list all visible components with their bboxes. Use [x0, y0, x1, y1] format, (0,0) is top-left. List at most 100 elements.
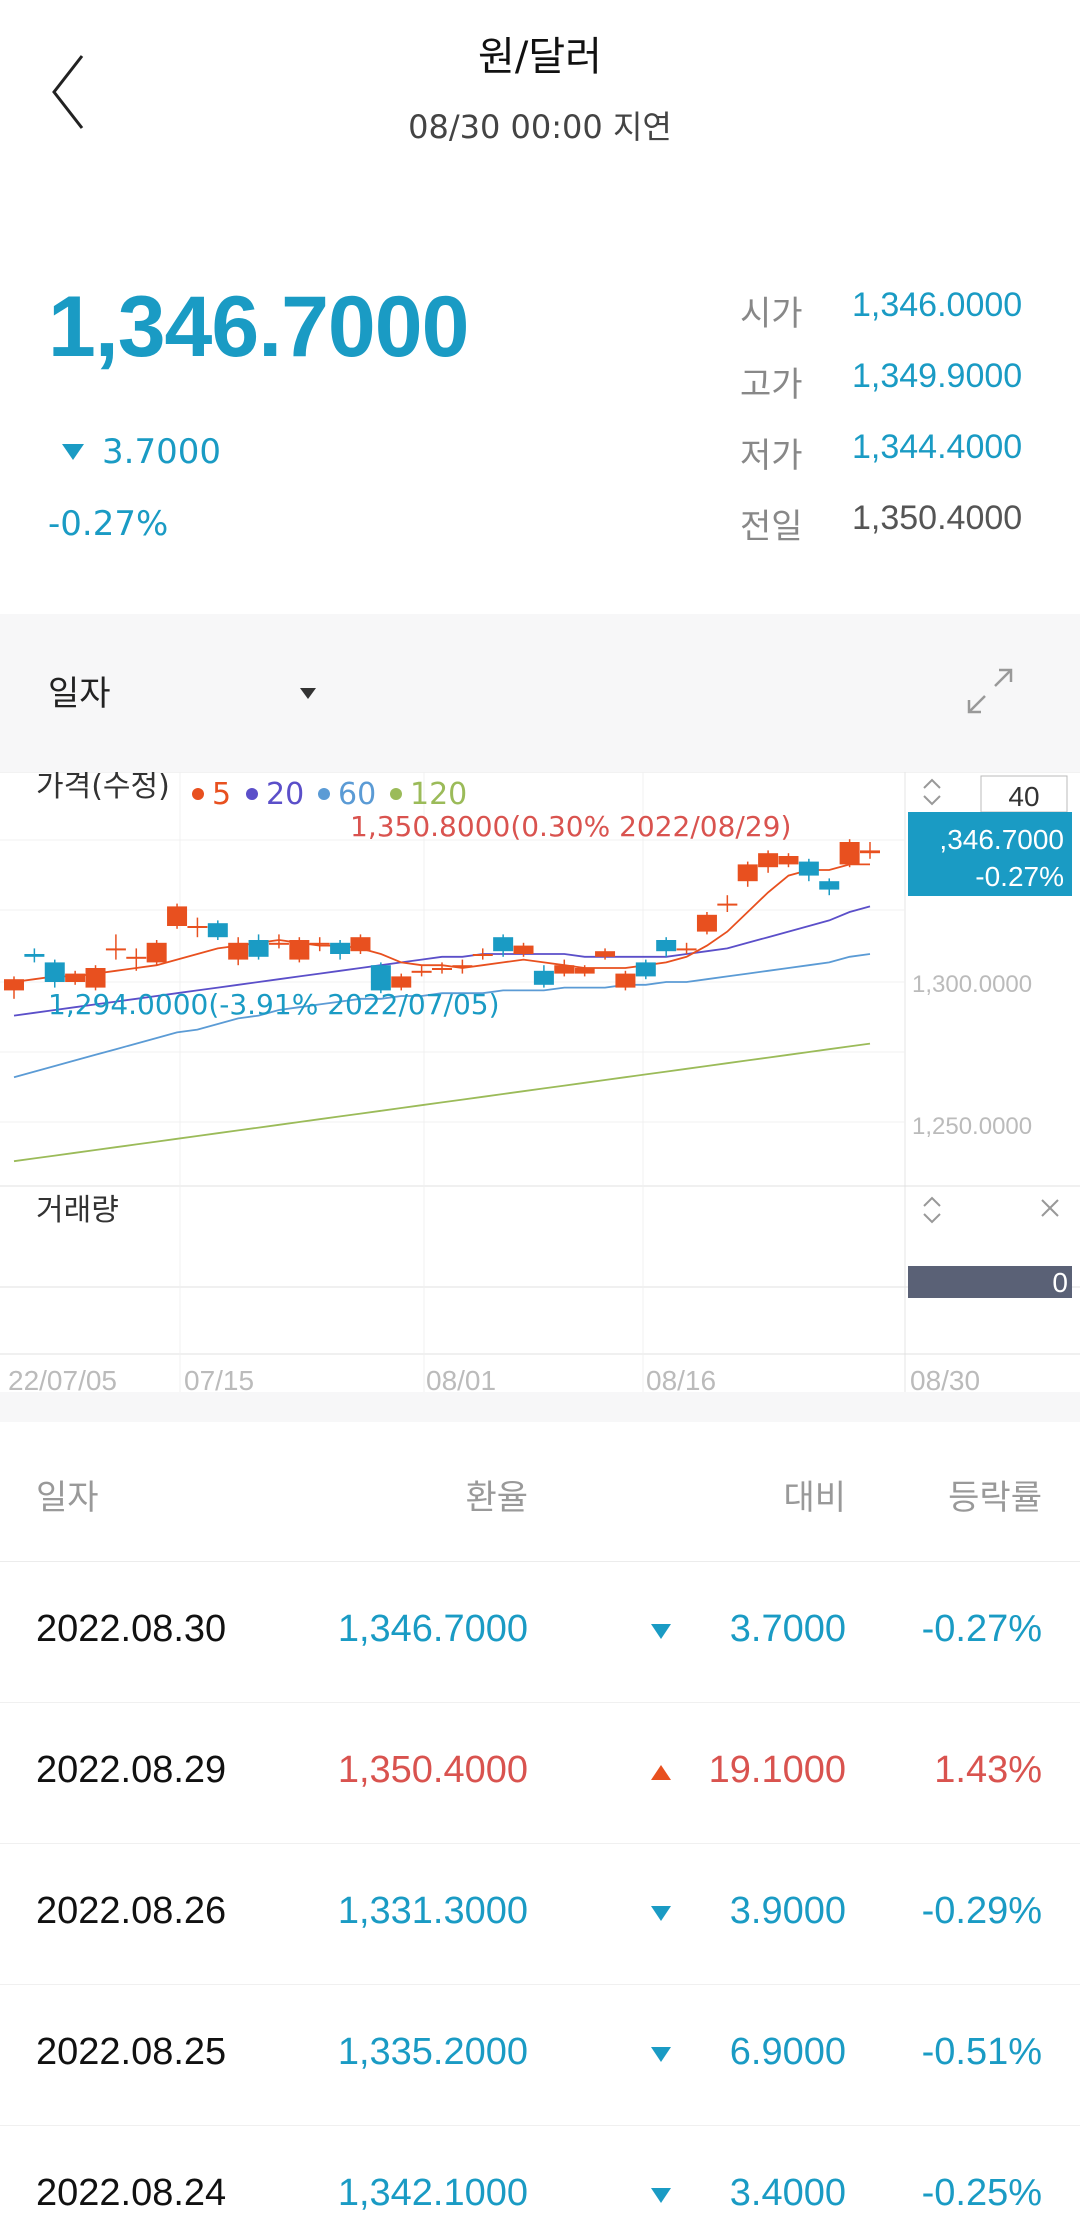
volume-value-box	[908, 1266, 1072, 1298]
down-triangle-icon	[651, 2047, 671, 2062]
candle-body	[370, 965, 391, 991]
candle-body	[452, 965, 473, 968]
ma60-label: 60	[338, 777, 376, 812]
row-date: 2022.08.26	[36, 1890, 227, 1932]
price-chart[interactable]: 가격(수정) 5 20 60 120 1,350.8000(0.30% 2022…	[0, 772, 1080, 1392]
row-diff: 3.4000	[729, 2172, 846, 2214]
col-rate: 환율	[465, 1478, 528, 1518]
row-diff: 6.9000	[729, 2031, 846, 2073]
x-tick: 22/07/05	[8, 1365, 117, 1392]
row-pct: 1.43%	[934, 1749, 1042, 1791]
ohlc-prev-close: 전일 1,350.4000	[740, 499, 1040, 570]
chevron-up-icon	[923, 778, 941, 789]
ma120-line	[13, 1042, 871, 1163]
table-header: 일자 환율 대비 등락률	[0, 1420, 1080, 1562]
ohlc-label: 저가	[740, 436, 803, 476]
expand-button[interactable]	[965, 666, 1015, 716]
chart-panel: 일자	[0, 614, 1080, 1422]
row-rate: 1,331.3000	[337, 1890, 528, 1932]
chart-scroll-up-down[interactable]	[923, 778, 941, 806]
candle-body	[24, 954, 45, 957]
ohlc-label: 전일	[740, 507, 803, 547]
chevron-down-icon	[923, 1213, 941, 1224]
back-button[interactable]	[40, 50, 100, 140]
table-row[interactable]: 2022.08.30 1,346.7000 3.7000 -0.27%	[0, 1562, 1080, 1703]
row-date: 2022.08.25	[36, 2031, 227, 2073]
candle-body	[554, 965, 575, 974]
ohlc-value: 1,344.4000	[852, 428, 1023, 466]
row-diff: 3.7000	[729, 1608, 846, 1650]
ohlc-low: 저가 1,344.4000	[740, 428, 1040, 499]
change-amount: 3.7000	[102, 432, 221, 472]
ohlc-high: 고가 1,349.9000	[740, 357, 1040, 428]
candle-body	[676, 948, 697, 951]
up-triangle-icon	[651, 1765, 671, 1780]
table-row[interactable]: 2022.08.24 1,342.1000 3.4000 -0.25%	[0, 2126, 1080, 2231]
candle-body	[391, 976, 412, 988]
candle-body	[4, 979, 24, 991]
row-date: 2022.08.30	[36, 1608, 227, 1650]
down-triangle-icon	[651, 1906, 671, 1921]
candle-body	[819, 881, 840, 890]
candle-body	[146, 942, 167, 963]
col-diff: 대비	[783, 1478, 846, 1518]
ma5-dot	[192, 788, 204, 800]
candle-body	[798, 861, 819, 876]
current-price: 1,346.7000	[48, 279, 469, 375]
row-pct: -0.29%	[921, 1890, 1042, 1932]
ma60-line	[13, 953, 871, 1079]
chart-area[interactable]: 가격(수정) 5 20 60 120 1,350.8000(0.30% 2022…	[0, 772, 1080, 1392]
high-annotation: 1,350.8000(0.30% 2022/08/29)	[350, 810, 791, 843]
header: 원/달러 08/30 00:00 지연	[0, 0, 1080, 160]
page-title: 원/달러	[478, 34, 602, 80]
candle-body	[493, 937, 514, 952]
ma20-dot	[246, 788, 258, 800]
period-dropdown[interactable]: 일자	[48, 666, 111, 715]
candle-body	[737, 864, 758, 882]
candle-body	[656, 940, 677, 952]
ohlc-open: 시가 1,346.0000	[740, 286, 1040, 357]
down-triangle-icon	[651, 1624, 671, 1639]
candle-body	[635, 962, 656, 977]
candle-body	[85, 968, 106, 988]
candle-body	[330, 942, 351, 954]
down-triangle-icon	[62, 444, 84, 460]
candle-body	[696, 914, 717, 932]
row-rate: 1,335.2000	[337, 2031, 528, 2073]
ohlc-label: 시가	[740, 294, 803, 334]
current-box-pct: -0.27%	[975, 861, 1064, 892]
row-diff: 3.9000	[729, 1890, 846, 1932]
chevron-left-icon	[52, 55, 84, 129]
current-price-box	[908, 812, 1072, 896]
row-rate: 1,350.4000	[337, 1749, 528, 1791]
ma60-dot	[318, 788, 330, 800]
col-date: 일자	[36, 1478, 99, 1518]
candle-body	[595, 951, 616, 957]
candle-body	[105, 948, 126, 951]
row-rate: 1,346.7000	[337, 1608, 528, 1650]
candle-body	[228, 942, 249, 960]
ma5-label: 5	[212, 777, 231, 812]
volume-scroll-up-down[interactable]	[923, 1196, 941, 1224]
table-row[interactable]: 2022.08.25 1,335.2000 6.9000 -0.51%	[0, 1985, 1080, 2126]
ma20-label: 20	[266, 777, 304, 812]
chevron-up-icon	[923, 1196, 941, 1207]
period-label: 일자	[48, 674, 111, 714]
candle-body	[574, 968, 595, 974]
candle-body	[126, 956, 147, 959]
down-triangle-icon	[651, 2188, 671, 2203]
candle-body	[472, 954, 493, 956]
table-row[interactable]: 2022.08.29 1,350.4000 19.1000 1.43%	[0, 1703, 1080, 1844]
x-tick: 08/01	[426, 1365, 496, 1392]
close-volume-button[interactable]	[1041, 1199, 1059, 1217]
x-tick: 07/15	[184, 1365, 254, 1392]
table-row[interactable]: 2022.08.26 1,331.3000 3.9000 -0.29%	[0, 1844, 1080, 1985]
candle-body	[65, 973, 86, 982]
row-date: 2022.08.24	[36, 2172, 227, 2214]
price-change: 3.7000	[62, 432, 221, 472]
chevron-down-icon	[923, 795, 941, 806]
caret-down-icon[interactable]	[300, 688, 316, 699]
candle-body	[778, 856, 799, 865]
row-rate: 1,342.1000	[337, 2172, 528, 2214]
x-tick: 08/16	[646, 1365, 716, 1392]
